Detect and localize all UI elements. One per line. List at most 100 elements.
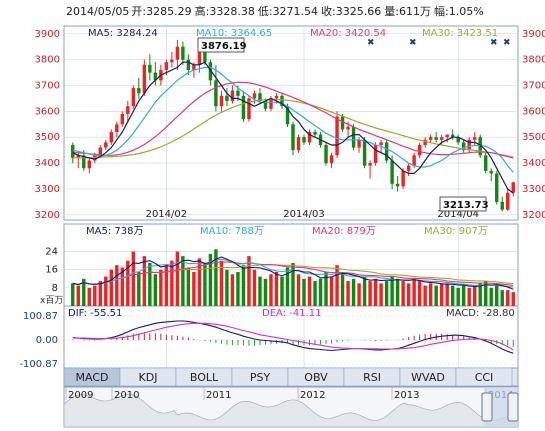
tab-label: BOLL [190,371,219,384]
price-legend: MA5: 3284.24 MA10: 3364.65 MA20: 3420.54… [88,28,511,48]
candle-body [148,64,152,73]
candle-body [417,144,422,156]
vol-legend-ma10: MA10: 788万 [200,226,264,237]
dea-label: DEA: -41.11 [262,308,321,319]
candle-body [208,62,213,81]
navigator-left-handle[interactable] [481,392,493,422]
candle-body [164,62,169,70]
candle-body [340,116,345,130]
header-ohlc-text: 2014/05/05 开:3285.29 高:3328.38 低:3271.54 收:3… [66,4,484,18]
volume-bar [258,276,262,306]
candle-body [335,116,339,156]
legend-ma10: MA10: 3364.65 [196,28,272,39]
price-ytick-left: 3200 [35,210,60,221]
volume-bar [159,269,163,306]
candle-body [467,139,471,151]
volume-bar [247,256,251,306]
candle-body [478,137,482,156]
navigator-year-label: 2013 [394,390,419,401]
volume-bar [148,262,152,306]
low-note-label: 3213.73 [443,200,489,211]
volume-bar [252,269,257,306]
volume-bar [357,283,361,306]
axis-labels: 3900 3900 3800 3800 3700 3700 3600 3600 3500 3500… [19,29,545,370]
candle-body [307,132,312,143]
candle-body [241,95,246,120]
tab-label: KDJ [139,371,158,384]
volume-bar [115,265,119,306]
legend-ma20: MA20: 3420.54 [310,28,386,39]
volume-bar [456,287,460,306]
candle-body [230,90,235,102]
navigator-year-label: 2009 [68,390,93,401]
volume-bar [428,283,433,306]
close-x-icon[interactable]: ✖ [503,38,511,48]
candle-body [131,88,136,107]
price-ytick-left: 3600 [35,106,60,117]
price-ytick-right: 3400 [522,158,545,169]
volume-bar [313,281,317,306]
volume-bar [472,285,477,306]
candle-body [153,72,158,81]
volume-bar [230,274,235,306]
candle-body [456,137,460,143]
close-x-icon[interactable]: ✖ [409,38,417,48]
candle-body [313,132,317,135]
volume-bar [351,278,356,306]
volume-bar [439,283,444,306]
volume-bar [478,283,482,306]
volume-bar [434,285,438,306]
volume-bar [225,269,229,306]
candle-body [291,124,295,151]
candle-body [439,137,444,140]
candle-body [357,139,361,148]
volume-bar [511,292,515,306]
close-x-icon[interactable]: ✖ [367,38,375,48]
volume-line-ma5 [72,256,514,290]
candle-body [324,144,328,164]
volume-bar [390,276,394,306]
volume-bar [109,269,114,306]
candle-body [428,137,433,140]
tab-cci[interactable] [455,367,513,387]
volume-bar [263,278,268,306]
vol-legend-ma5: MA5: 738万 [86,226,143,237]
vol-legend-ma30: MA30: 907万 [424,226,488,237]
candle-body [390,160,394,184]
price-ytick-right: 3600 [522,106,545,117]
high-note-label: 3876.19 [201,41,247,52]
legend-ma5: MA5: 3284.24 [88,28,158,39]
price-ytick-right: 3900 [522,29,545,40]
price-ytick-left: 3900 [35,29,60,40]
candle-body [434,137,438,140]
macd-histogram [72,320,514,354]
candle-body [368,163,372,166]
volume-bar [197,258,202,306]
candle-body [247,98,251,120]
candle-body [71,144,75,158]
price-ytick-right: 3700 [522,80,545,91]
volume-bar [285,267,290,306]
candle-body [142,64,147,94]
candle-body [362,139,367,166]
volume-bar [291,262,295,306]
volume-bar [181,256,185,306]
close-x-icon[interactable]: ✖ [490,38,498,48]
volume-bar [395,278,400,306]
volume-line-ma10 [72,258,514,288]
candle-body [120,113,125,125]
macd-ytick: -100.87 [19,359,58,370]
candle-body [285,106,290,125]
tab-label: WVAD [411,371,445,384]
candle-body [181,46,185,60]
candle-body [373,144,378,164]
volume-bar [142,256,147,306]
candle-body [82,155,86,169]
tab-label: PSY [250,371,271,384]
volume-bar [423,285,427,306]
candle-body [225,95,229,102]
volume-bar [137,272,141,306]
volume-bar [274,272,279,306]
volume-bar [219,260,224,306]
navigator-right-handle[interactable] [507,392,519,422]
